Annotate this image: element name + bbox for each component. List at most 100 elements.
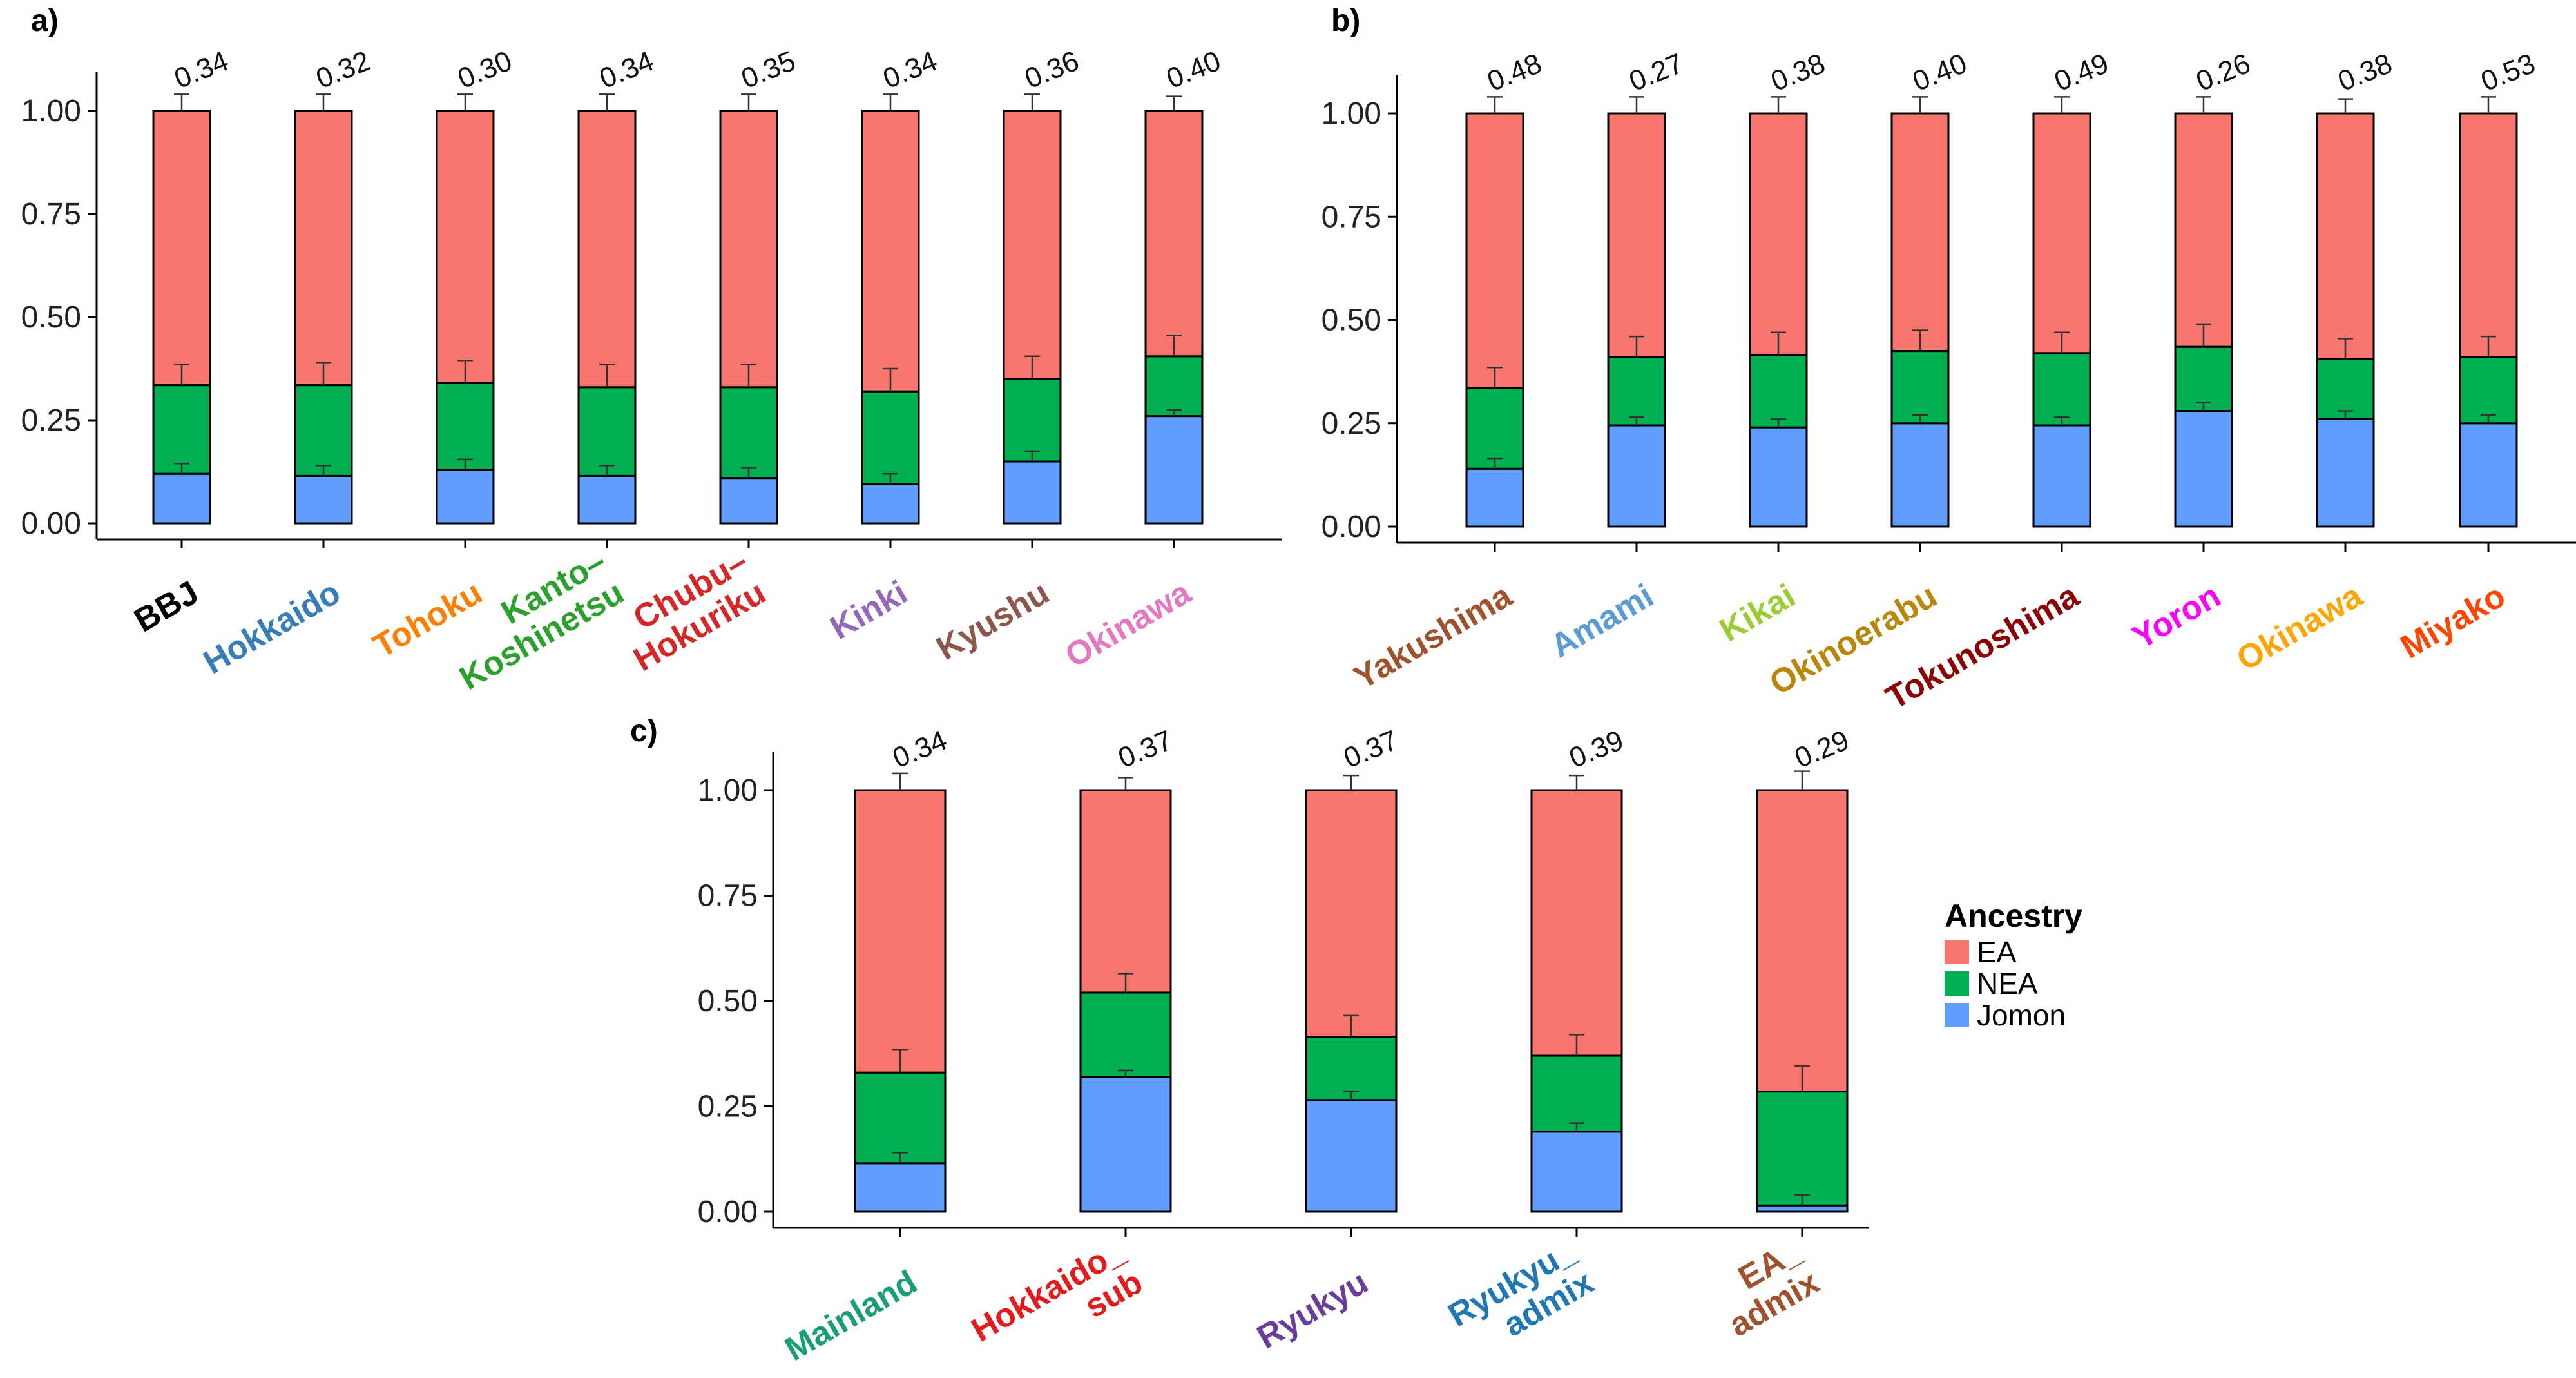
- bar-segment-ea: [2459, 112, 2518, 358]
- bar-segment-nea: [1607, 356, 1666, 427]
- y-tick-label: 0.00: [21, 507, 81, 541]
- bar-segment-nea: [152, 384, 211, 475]
- bar-segment-nea: [854, 1071, 947, 1165]
- bar-top-label: 0.38: [1767, 48, 1830, 98]
- y-tick-label: 0.25: [698, 1090, 758, 1124]
- y-tick-label: 0.75: [698, 879, 758, 913]
- bar-segment-ea: [2316, 112, 2375, 360]
- legend-swatch-nea: [1945, 971, 1969, 996]
- bar-segment-jomon: [294, 474, 353, 525]
- category-label: Mainland: [779, 1263, 923, 1368]
- bar-segment-ea: [294, 110, 353, 387]
- category-label: Miyako: [2394, 577, 2512, 666]
- bar-segment-nea: [719, 386, 778, 480]
- bar-top-label: 0.34: [595, 45, 658, 95]
- bar-top-label: 0.26: [2192, 48, 2255, 98]
- bar-segment-ea: [719, 110, 778, 389]
- bar-top-label: 0.40: [1162, 45, 1226, 95]
- bar-segment-nea: [1756, 1091, 1849, 1207]
- bar-segment-jomon: [2459, 422, 2518, 528]
- bar-top-label: 0.34: [879, 45, 942, 95]
- category-label: Amami: [1544, 577, 1660, 665]
- y-tick-label: 0.75: [21, 197, 81, 231]
- bar-segment-ea: [1465, 112, 1524, 389]
- panel-label: a): [31, 4, 59, 38]
- category-label: Ryukyu: [1251, 1263, 1374, 1356]
- category-label: Ryukyu_admix: [1442, 1232, 1600, 1366]
- bar-top-label: 0.36: [1021, 45, 1084, 95]
- y-tick-label: 1.00: [698, 773, 758, 808]
- bar-segment-nea: [1749, 354, 1808, 429]
- category-label: Yoron: [2126, 577, 2227, 656]
- category-label: Hokkaido_sub: [965, 1232, 1149, 1378]
- bar-top-label: 0.37: [1114, 724, 1177, 775]
- bar-segment-nea: [1890, 350, 1950, 425]
- legend-label-ea: EA: [1977, 935, 2017, 969]
- bar-top-label: 0.48: [1483, 48, 1546, 98]
- bar-segment-ea: [1890, 112, 1950, 353]
- bar-segment-nea: [1079, 991, 1172, 1078]
- bar-segment-ea: [1003, 110, 1062, 380]
- bar-segment-ea: [1756, 789, 1849, 1093]
- bar-segment-jomon: [2174, 410, 2233, 528]
- y-tick-label: 0.00: [1322, 510, 1381, 544]
- bar-segment-nea: [1144, 355, 1204, 418]
- y-tick-label: 0.50: [698, 984, 758, 1018]
- bar-segment-nea: [1003, 378, 1062, 463]
- bar-segment-nea: [577, 386, 637, 477]
- bar-segment-nea: [2174, 345, 2233, 412]
- bar-top-label: 0.34: [170, 45, 233, 95]
- bar-segment-nea: [2032, 352, 2091, 427]
- bar-segment-jomon: [577, 474, 637, 525]
- y-tick-label: 0.25: [21, 403, 81, 438]
- legend-swatch-ea: [1945, 940, 1969, 964]
- bar-top-label: 0.29: [1791, 724, 1854, 775]
- y-tick-label: 0.50: [1322, 304, 1381, 338]
- category-label: Yakushima: [1348, 577, 1519, 697]
- y-tick-label: 0.00: [698, 1195, 758, 1229]
- bar-segment-ea: [854, 789, 947, 1074]
- bar-segment-ea: [1305, 789, 1398, 1038]
- bar-top-label: 0.32: [312, 45, 375, 95]
- category-label: Kanto–Koshinetsu: [436, 543, 630, 697]
- legend-swatch-jomon: [1945, 1003, 1969, 1027]
- bar-segment-jomon: [1305, 1099, 1398, 1213]
- category-label: Okinawa: [2231, 577, 2369, 679]
- bar-top-label: 0.30: [454, 45, 517, 95]
- category-label: Okinawa: [1059, 574, 1198, 675]
- bar-top-label: 0.49: [2050, 48, 2113, 98]
- y-tick-label: 0.75: [1322, 200, 1381, 234]
- bar-top-label: 0.40: [1908, 48, 1972, 98]
- bar-segment-ea: [1079, 789, 1172, 994]
- category-label: BBJ: [128, 574, 205, 639]
- bar-segment-jomon: [152, 472, 211, 525]
- bar-segment-jomon: [1144, 415, 1204, 525]
- bar-segment-ea: [1607, 112, 1666, 358]
- bar-segment-jomon: [2316, 418, 2375, 528]
- bar-top-label: 0.38: [2334, 48, 2397, 98]
- bar-top-label: 0.53: [2477, 48, 2540, 98]
- bar-segment-jomon: [854, 1162, 947, 1213]
- bar-top-label: 0.34: [889, 724, 952, 775]
- legend-label-nea: NEA: [1977, 967, 2038, 1000]
- bar-segment-nea: [1530, 1054, 1623, 1133]
- bar-segment-ea: [1144, 110, 1204, 358]
- panel-a-chart: a) 0.00 0.25 0.50 0.75 1.00 0.34 BBJ 0.32 Hokkaid…: [21, 4, 1282, 697]
- category-label: Kinki: [824, 574, 914, 647]
- category-label: Chubu–Hokuriku: [610, 543, 772, 679]
- panel-label: c): [630, 714, 658, 748]
- category-label: Tohoku: [367, 574, 488, 665]
- bar-top-label: 0.39: [1565, 724, 1628, 775]
- bar-segment-jomon: [436, 469, 495, 525]
- bar-segment-ea: [861, 110, 920, 393]
- y-tick-label: 0.50: [21, 300, 81, 335]
- bar-top-label: 0.35: [737, 45, 800, 95]
- bar-segment-ea: [1530, 789, 1623, 1057]
- bar-segment-jomon: [1003, 460, 1062, 525]
- bar-segment-jomon: [1465, 467, 1524, 528]
- bar-segment-jomon: [861, 483, 920, 525]
- panel-c-chart: c) 0.00 0.25 0.50 0.75 1.00 0.34 Mainland 0.37 Ho…: [630, 714, 1869, 1378]
- bar-segment-nea: [861, 390, 920, 485]
- y-tick-label: 1.00: [1322, 97, 1381, 131]
